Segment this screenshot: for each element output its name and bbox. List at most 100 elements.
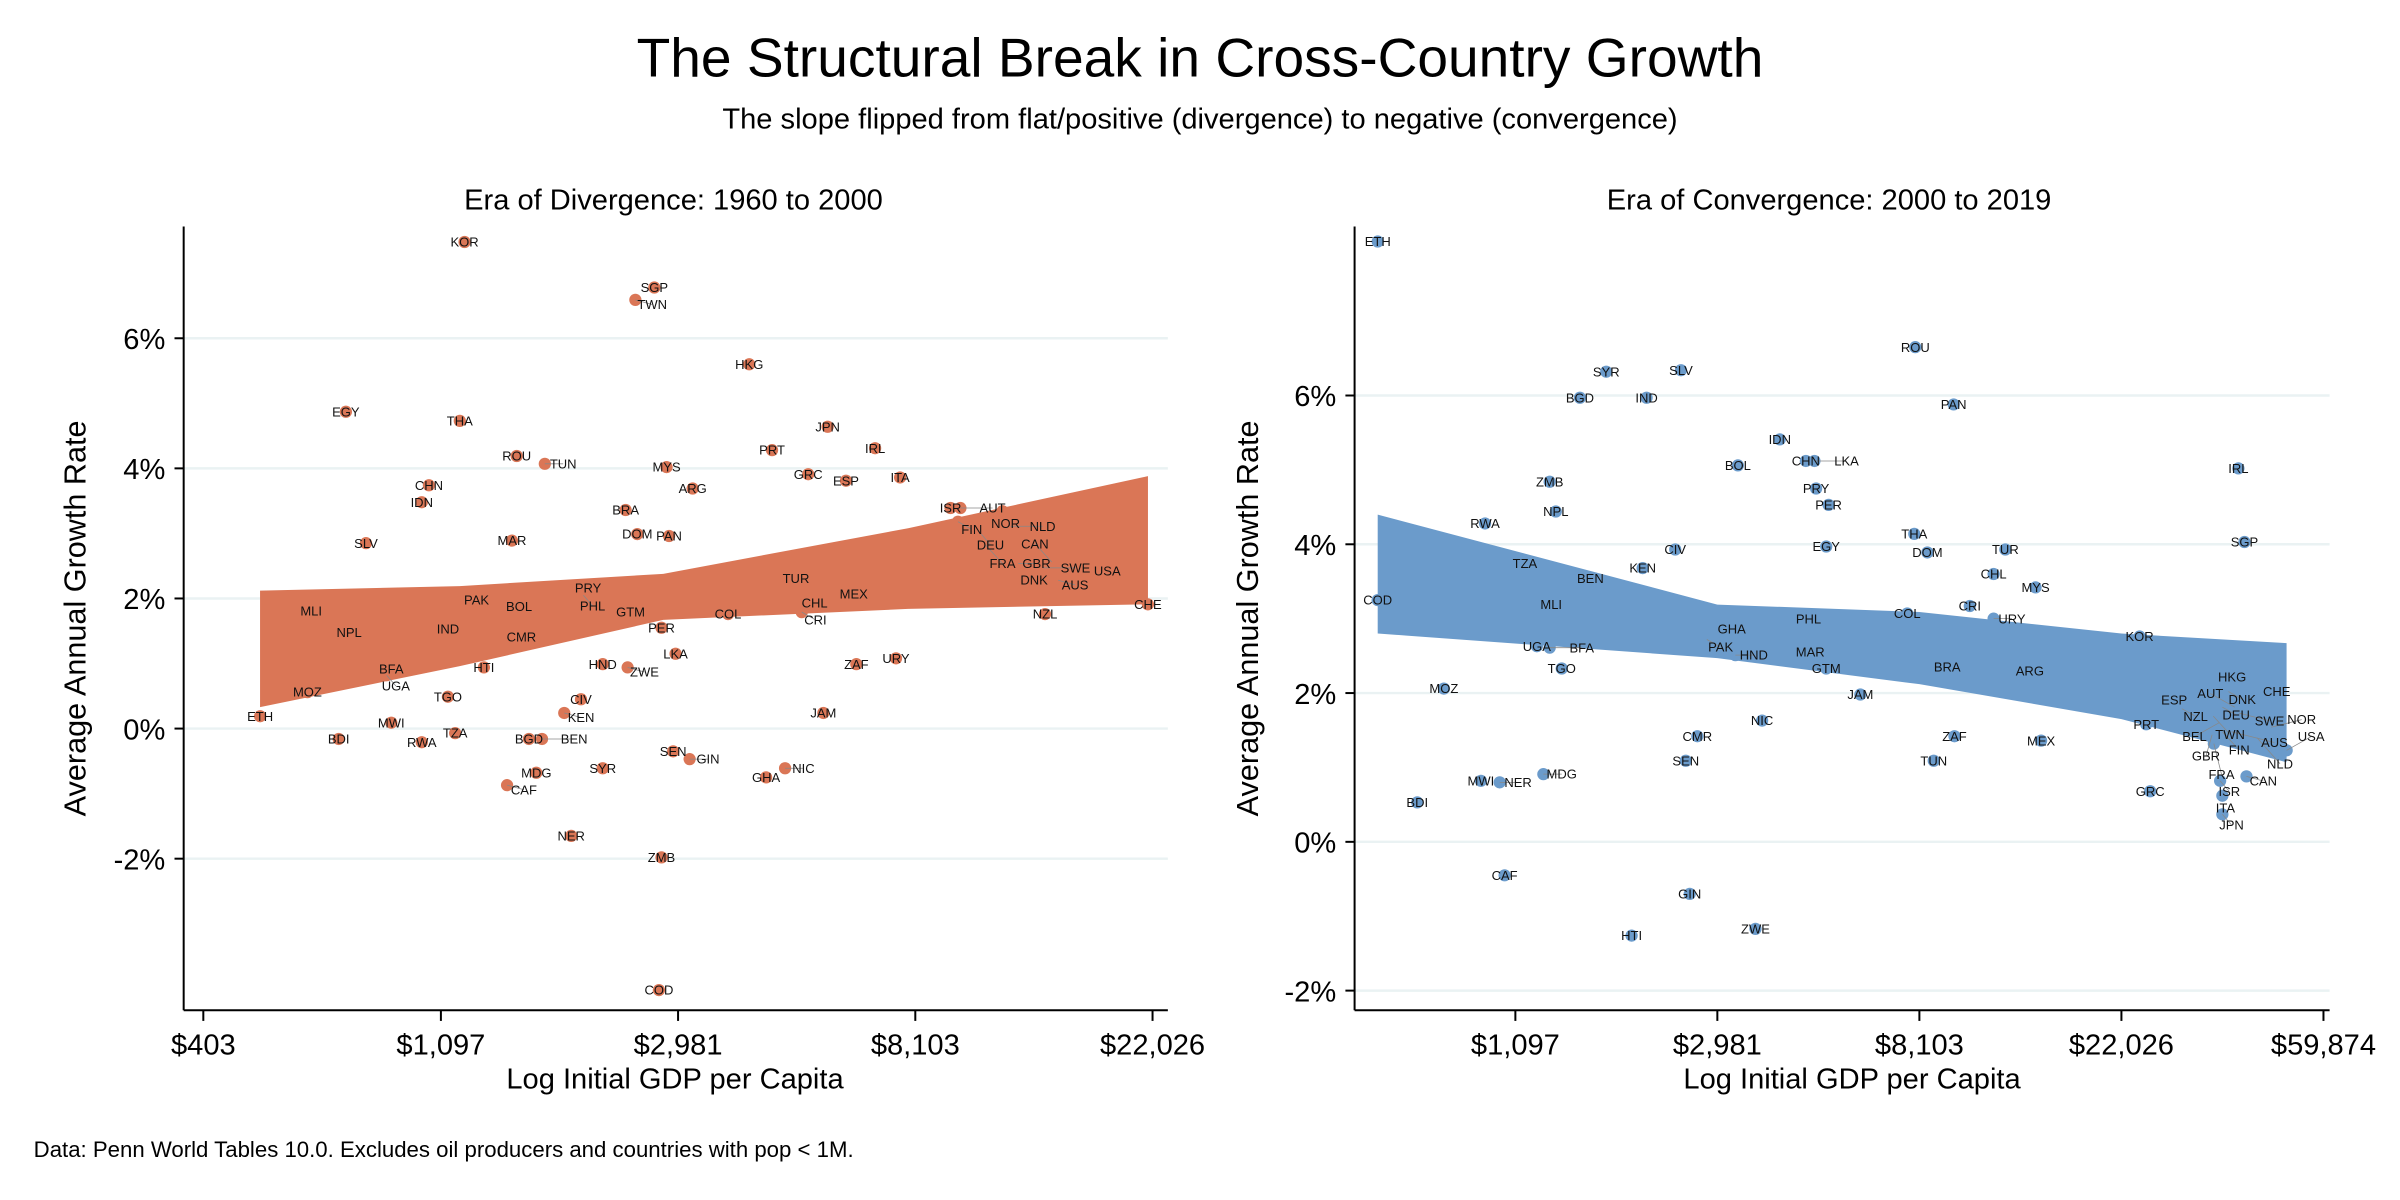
point-label: BEN	[561, 732, 588, 747]
x-tick-label: $22,026	[1100, 1030, 1205, 1062]
point-label: PER	[648, 620, 675, 635]
leader-line	[2246, 776, 2264, 782]
data-point-gin	[683, 753, 696, 766]
point-label: TUR	[783, 571, 810, 586]
data-point-dom	[631, 527, 644, 541]
point-label: TZA	[443, 726, 468, 741]
point-label: CAN	[1021, 536, 1048, 551]
y-tick-label: 0%	[1294, 828, 1336, 860]
leader-line	[564, 712, 582, 718]
point-label: ZMB	[648, 850, 675, 865]
point-label: CAF	[511, 782, 537, 797]
point-label: SLV	[1669, 363, 1693, 378]
point-label: SEN	[660, 744, 687, 759]
y-tick-label: -2%	[114, 844, 166, 876]
point-label: URY	[1998, 611, 2026, 626]
point-label: MWI	[1468, 773, 1495, 788]
panel-title: Era of Divergence: 1960 to 2000	[464, 185, 883, 217]
leader-line	[801, 611, 816, 621]
point-label: NER	[557, 828, 584, 843]
point-label: ZAF	[1942, 729, 1967, 744]
point-label: MAR	[497, 533, 526, 548]
data-point-idn	[1773, 433, 1786, 446]
point-label: EGY	[332, 404, 360, 419]
data-point-bra	[619, 503, 632, 517]
data-point-nic	[1755, 714, 1769, 727]
x-tick-label: $403	[171, 1030, 236, 1062]
point-label: CIV	[1664, 542, 1686, 557]
point-label: COD	[1363, 593, 1392, 608]
data-point-hti	[1625, 929, 1638, 942]
axes: 6% 4% 2% 0% -2% $1,097 $2,981 $8,103 $22,026 $59,…	[1285, 226, 2376, 1062]
data-point-cmr	[1691, 730, 1704, 743]
data-point-mwi	[385, 716, 398, 729]
point-label: GIN	[1678, 887, 1701, 902]
point-label: BDI	[1406, 795, 1428, 810]
point-label: SLV	[354, 536, 378, 551]
data-point-cri	[1963, 599, 1976, 613]
data-point-moz	[1437, 682, 1450, 695]
point-label: LKA	[663, 646, 688, 661]
x-tick-label: $22,026	[2069, 1030, 2174, 1062]
point-label: ETH	[1365, 234, 1391, 249]
x-tick-label: $8,103	[1875, 1030, 1964, 1062]
point-label: DOM	[1912, 545, 1942, 560]
data-point-mys	[660, 460, 673, 474]
data-point-ind	[1640, 391, 1653, 404]
data-point-chn	[1799, 454, 1812, 468]
point-label: ROU	[1901, 340, 1930, 355]
point-label: DNK	[1020, 573, 1048, 588]
data-point-dom	[1921, 546, 1934, 559]
data-point-per	[1822, 498, 1835, 511]
footnote: Data: Penn World Tables 10.0. Excludes o…	[34, 1137, 854, 1162]
point-label: KOR	[2126, 629, 2154, 644]
y-tick-label: 6%	[1294, 381, 1336, 413]
data-point-pan	[1947, 398, 1960, 411]
point-label: BOL	[506, 599, 532, 614]
point-label: BRA	[1934, 660, 1961, 675]
point-label: NIC	[1751, 713, 1773, 728]
point-label: MYS	[2021, 580, 2049, 595]
data-point-gha	[759, 771, 773, 784]
x-tick-label: $2,981	[634, 1030, 723, 1062]
y-tick-label: 0%	[123, 714, 165, 746]
confidence-band	[1377, 514, 2287, 763]
x-tick-label: $2,981	[1673, 1030, 1762, 1062]
data-point-grc	[802, 468, 815, 481]
point-label: IDN	[1769, 432, 1791, 447]
point-label: TGO	[434, 689, 462, 704]
point-label: PRT	[2133, 717, 2159, 732]
point-label: IND	[437, 622, 459, 637]
data-point-slv	[1674, 364, 1688, 377]
point-label: GBR	[1022, 556, 1050, 571]
point-label: KOR	[450, 235, 478, 250]
data-point-syr	[1600, 365, 1613, 378]
leader-line	[635, 299, 653, 305]
y-axis-title: Average Annual Growth Rate	[59, 420, 93, 816]
point-label: GHA	[1718, 622, 1747, 637]
data-point-mdg	[530, 766, 543, 779]
point-label: CRI	[1959, 599, 1981, 614]
point-label: AUT	[980, 501, 1006, 516]
leader-line	[2222, 706, 2237, 716]
point-label: ETH	[247, 709, 273, 724]
point-label: COL	[1894, 606, 1921, 621]
point-label: HND	[1740, 648, 1768, 663]
leader-line	[2212, 715, 2231, 735]
data-point-lka	[669, 647, 682, 660]
point-label: PAK	[1708, 640, 1733, 655]
leader-line	[386, 674, 397, 687]
point-label: PRY	[575, 581, 602, 596]
point-label: BFA	[1570, 640, 1595, 655]
point-label: CAN	[2250, 774, 2277, 789]
y-tick-label: 2%	[1294, 679, 1336, 711]
point-label: ESP	[833, 473, 859, 488]
confidence-band	[260, 476, 1148, 708]
point-label: FIN	[961, 522, 982, 537]
point-label: SGP	[2231, 535, 2258, 550]
point-label: FRA	[989, 556, 1015, 571]
leader-line	[1706, 639, 1721, 648]
data-point-rwa	[1478, 517, 1492, 530]
data-point-tha	[453, 414, 466, 428]
